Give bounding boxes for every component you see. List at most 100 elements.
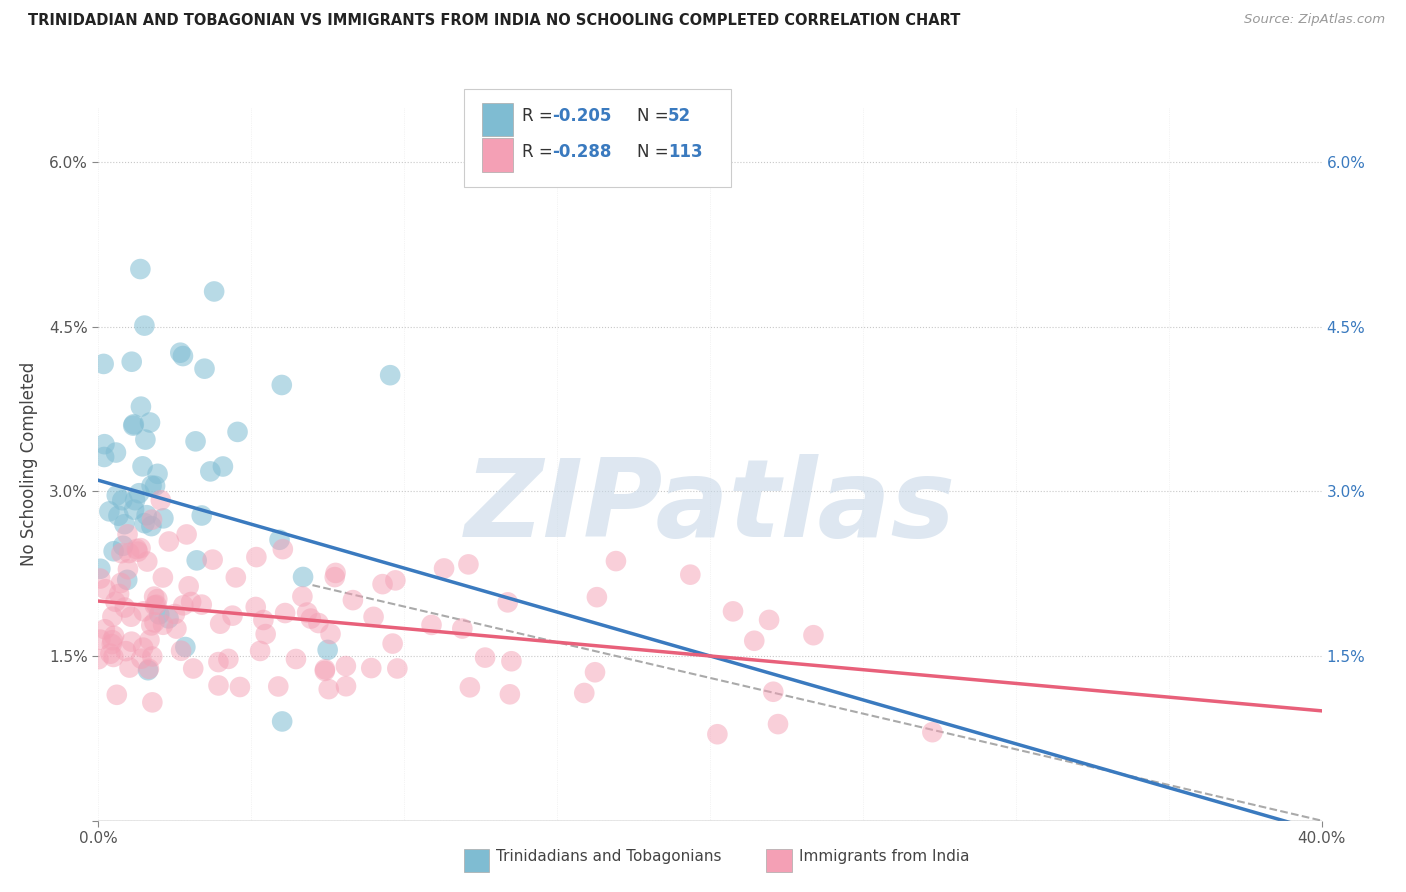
Point — [363, 610, 385, 624]
Point — [117, 562, 139, 576]
Point — [295, 606, 318, 620]
Text: 52: 52 — [668, 107, 690, 125]
Text: -0.288: -0.288 — [553, 143, 612, 161]
Point — [103, 544, 125, 558]
Point — [110, 546, 132, 560]
Point — [271, 542, 294, 557]
Text: ZIPatlas: ZIPatlas — [464, 454, 956, 559]
Point — [93, 450, 115, 464]
Point — [706, 727, 728, 741]
Point — [125, 541, 148, 556]
Point — [134, 516, 156, 531]
Point — [124, 493, 146, 508]
Point — [93, 357, 115, 371]
Text: N =: N = — [637, 143, 673, 161]
Point — [181, 661, 204, 675]
Point — [146, 467, 169, 481]
Point — [254, 627, 277, 641]
Point — [176, 527, 198, 541]
Text: 113: 113 — [668, 143, 703, 161]
Point — [501, 654, 523, 668]
Point — [111, 493, 134, 508]
Point — [193, 361, 215, 376]
Point — [143, 599, 166, 613]
Point — [758, 613, 780, 627]
Point — [100, 647, 122, 661]
Point — [115, 573, 138, 587]
Point — [110, 576, 132, 591]
Point — [138, 633, 160, 648]
Point — [129, 541, 152, 555]
Point — [165, 622, 187, 636]
Point — [117, 527, 139, 541]
Point — [143, 479, 166, 493]
Point — [87, 652, 110, 666]
Point — [229, 680, 252, 694]
Point — [291, 590, 314, 604]
Point — [145, 598, 167, 612]
Point — [323, 570, 346, 584]
Point — [135, 508, 157, 523]
Point — [207, 655, 229, 669]
Text: R =: R = — [522, 143, 558, 161]
Point — [121, 634, 143, 648]
Point — [292, 570, 315, 584]
Point — [141, 513, 163, 527]
Point — [129, 262, 152, 277]
Point — [284, 652, 307, 666]
Point — [94, 582, 117, 597]
Point — [384, 574, 406, 588]
Point — [131, 459, 153, 474]
Point — [101, 637, 124, 651]
Text: R =: R = — [522, 107, 558, 125]
Point — [319, 627, 342, 641]
Point — [105, 688, 128, 702]
Point — [107, 508, 129, 523]
Point — [221, 608, 243, 623]
Point — [212, 459, 235, 474]
Point — [101, 609, 124, 624]
Point — [112, 539, 135, 553]
Point — [318, 682, 340, 697]
Point — [209, 616, 232, 631]
Point — [157, 611, 180, 625]
Point — [679, 567, 702, 582]
Point — [186, 553, 208, 567]
Point — [136, 663, 159, 677]
Point — [103, 649, 125, 664]
Point — [98, 504, 121, 518]
Point — [172, 349, 194, 363]
Point — [249, 644, 271, 658]
Text: Immigrants from India: Immigrants from India — [799, 849, 969, 864]
Point — [269, 533, 291, 547]
Y-axis label: No Schooling Completed: No Schooling Completed — [20, 362, 38, 566]
Point — [314, 664, 336, 678]
Point — [420, 618, 443, 632]
Point — [225, 570, 247, 584]
Point — [115, 644, 138, 658]
Point — [177, 579, 200, 593]
Point — [157, 534, 180, 549]
Point — [149, 493, 172, 508]
Point — [105, 488, 128, 502]
Point — [143, 615, 166, 630]
Point — [316, 643, 339, 657]
Point — [583, 665, 606, 680]
Point — [180, 595, 202, 609]
Point — [245, 550, 267, 565]
Point — [118, 546, 141, 560]
Point — [762, 684, 785, 698]
Point — [120, 609, 142, 624]
Point — [89, 562, 111, 576]
Point — [433, 561, 456, 575]
Point — [299, 611, 322, 625]
Point — [139, 416, 162, 430]
Point — [586, 590, 609, 604]
Point — [122, 418, 145, 433]
Point — [122, 417, 145, 432]
Point — [271, 714, 294, 729]
Point — [163, 607, 186, 621]
Point — [148, 607, 170, 622]
Point — [200, 464, 222, 478]
Point — [190, 508, 212, 523]
